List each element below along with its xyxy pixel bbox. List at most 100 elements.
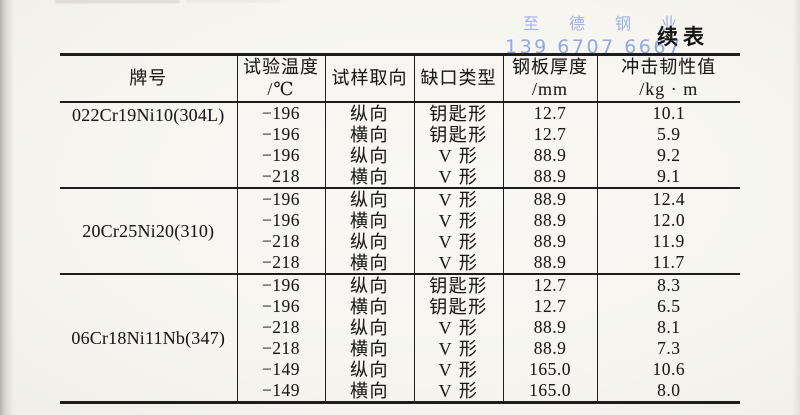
column-header-notch-type: 缺口类型 [413, 54, 503, 103]
column-header-impact-value: 冲击韧性值 /kg · m [596, 54, 740, 103]
cell-impact: 11.7 [596, 252, 740, 274]
data-table-container: 牌号 试验温度 /℃ 试样取向 缺口类型 钢板厚度 /mm [60, 53, 740, 404]
header-row: 牌号 试验温度 /℃ 试样取向 缺口类型 钢板厚度 /mm [60, 54, 740, 103]
table-row: −218 纵向 V 形 88.9 8.1 [60, 317, 740, 338]
cell-impact: 8.3 [596, 273, 740, 296]
table-row: −218 横向 V 形 88.9 7.3 [60, 338, 740, 359]
grade-group-310: 20Cr25Ni20(310) −196 纵向 V 形 88.9 12.4 −1… [60, 187, 740, 274]
cell-notch: 钥匙形 [413, 124, 503, 145]
cell-notch: V 形 [413, 317, 503, 338]
cell-notch: V 形 [413, 338, 503, 359]
grade-group-347: 06Cr18Ni11Nb(347) −196 纵向 钥匙形 12.7 8.3 −… [60, 273, 740, 403]
cell-temperature: −218 [236, 252, 325, 274]
table-row: −149 横向 V 形 165.0 8.0 [60, 380, 740, 403]
header-label: 冲击韧性值 [621, 56, 717, 77]
cell-notch: 钥匙形 [413, 273, 503, 296]
header-label: 试样取向 [331, 67, 408, 88]
cell-thickness: 12.7 [502, 102, 597, 124]
cell-temperature: −218 [236, 317, 325, 338]
table-row: −196 横向 钥匙形 12.7 5.9 [60, 124, 740, 145]
cell-temperature: −196 [236, 102, 325, 124]
table-row: −196 横向 V 形 88.9 12.0 [60, 210, 740, 231]
cell-impact: 8.0 [596, 380, 740, 403]
cell-temperature: −196 [236, 210, 325, 231]
scan-smudge [55, 0, 180, 3]
cell-temperature: −149 [236, 359, 325, 380]
column-header-orientation: 试样取向 [324, 54, 414, 103]
cell-notch: V 形 [413, 231, 503, 252]
cell-thickness: 88.9 [502, 187, 597, 210]
header-unit: /kg · m [639, 78, 699, 99]
header-unit: /mm [531, 78, 568, 99]
table-row: −218 纵向 V 形 88.9 11.9 [60, 231, 740, 252]
cell-impact: 5.9 [596, 124, 740, 145]
cell-impact: 9.2 [596, 145, 740, 166]
cell-thickness: 165.0 [502, 380, 597, 403]
cell-thickness: 88.9 [502, 166, 597, 188]
cell-orientation: 纵向 [324, 359, 414, 380]
cell-temperature: −218 [236, 231, 325, 252]
cell-notch: V 形 [413, 252, 503, 274]
cell-impact: 11.9 [596, 231, 740, 252]
cell-thickness: 88.9 [502, 145, 597, 166]
cell-temperature: −218 [236, 338, 325, 359]
cell-temperature: −196 [236, 296, 325, 317]
cell-thickness: 165.0 [502, 359, 597, 380]
cell-thickness: 88.9 [502, 231, 597, 252]
cell-orientation: 横向 [324, 252, 414, 274]
cell-orientation: 纵向 [324, 231, 414, 252]
cell-impact: 8.1 [596, 317, 740, 338]
cell-impact: 10.6 [596, 359, 740, 380]
header-label: 缺口类型 [420, 67, 497, 88]
cell-orientation: 横向 [324, 124, 414, 145]
impact-toughness-table: 牌号 试验温度 /℃ 试样取向 缺口类型 钢板厚度 /mm [60, 53, 740, 404]
cell-thickness: 88.9 [502, 252, 597, 274]
cell-notch: V 形 [413, 187, 503, 210]
cell-temperature: −218 [236, 166, 325, 188]
cell-impact: 12.0 [596, 210, 740, 231]
cell-thickness: 12.7 [502, 273, 597, 296]
header-unit: /℃ [267, 78, 295, 99]
cell-impact: 9.1 [596, 166, 740, 188]
cell-orientation: 横向 [324, 338, 414, 359]
header-label: 牌号 [129, 67, 168, 88]
table-row: −218 横向 V 形 88.9 11.7 [60, 252, 740, 274]
continued-table-label: 续表 [657, 25, 709, 49]
cell-notch: V 形 [413, 359, 503, 380]
scan-gutter-shadow [0, 0, 14, 415]
scan-edge-shadow [792, 0, 800, 415]
cell-impact: 10.1 [596, 102, 740, 124]
cell-orientation: 纵向 [324, 317, 414, 338]
column-header-temperature: 试验温度 /℃ [236, 54, 325, 103]
cell-orientation: 横向 [324, 380, 414, 403]
cell-thickness: 88.9 [502, 338, 597, 359]
cell-orientation: 纵向 [324, 273, 414, 296]
cell-temperature: −196 [236, 273, 325, 296]
header-label: 钢板厚度 [512, 56, 588, 77]
cell-orientation: 横向 [324, 296, 414, 317]
cell-grade: 20Cr25Ni20(310) [60, 187, 237, 274]
table-row: 06Cr18Ni11Nb(347) −196 纵向 钥匙形 12.7 8.3 [60, 273, 740, 403]
cell-notch: 钥匙形 [413, 102, 503, 124]
cell-grade: 022Cr19Ni10(304L) [72, 105, 225, 125]
cell-temperature: −196 [236, 145, 325, 166]
cell-notch: 钥匙形 [413, 296, 503, 317]
table-row: 20Cr25Ni20(310) −196 纵向 V 形 88.9 12.4 [60, 187, 740, 274]
cell-thickness: 12.7 [502, 124, 597, 145]
cell-thickness: 88.9 [502, 317, 597, 338]
cell-notch: V 形 [413, 210, 503, 231]
cell-orientation: 横向 [324, 210, 414, 231]
cell-orientation: 纵向 [324, 187, 414, 210]
cell-orientation: 纵向 [324, 145, 414, 166]
table-row: 022Cr19Ni10(304L) −196 纵向 钥匙形 12.7 10.1 [60, 102, 740, 124]
table-row: −196 纵向 V 形 88.9 9.2 [60, 145, 740, 166]
cell-orientation: 横向 [324, 166, 414, 188]
header-label: 试验温度 [243, 56, 319, 77]
cell-thickness: 88.9 [502, 210, 597, 231]
cell-impact: 12.4 [596, 187, 740, 210]
table-row: −149 纵向 V 形 165.0 10.6 [60, 359, 740, 380]
cell-temperature: −149 [236, 380, 325, 403]
column-header-grade: 牌号 [60, 54, 237, 103]
cell-temperature: −196 [236, 187, 325, 210]
